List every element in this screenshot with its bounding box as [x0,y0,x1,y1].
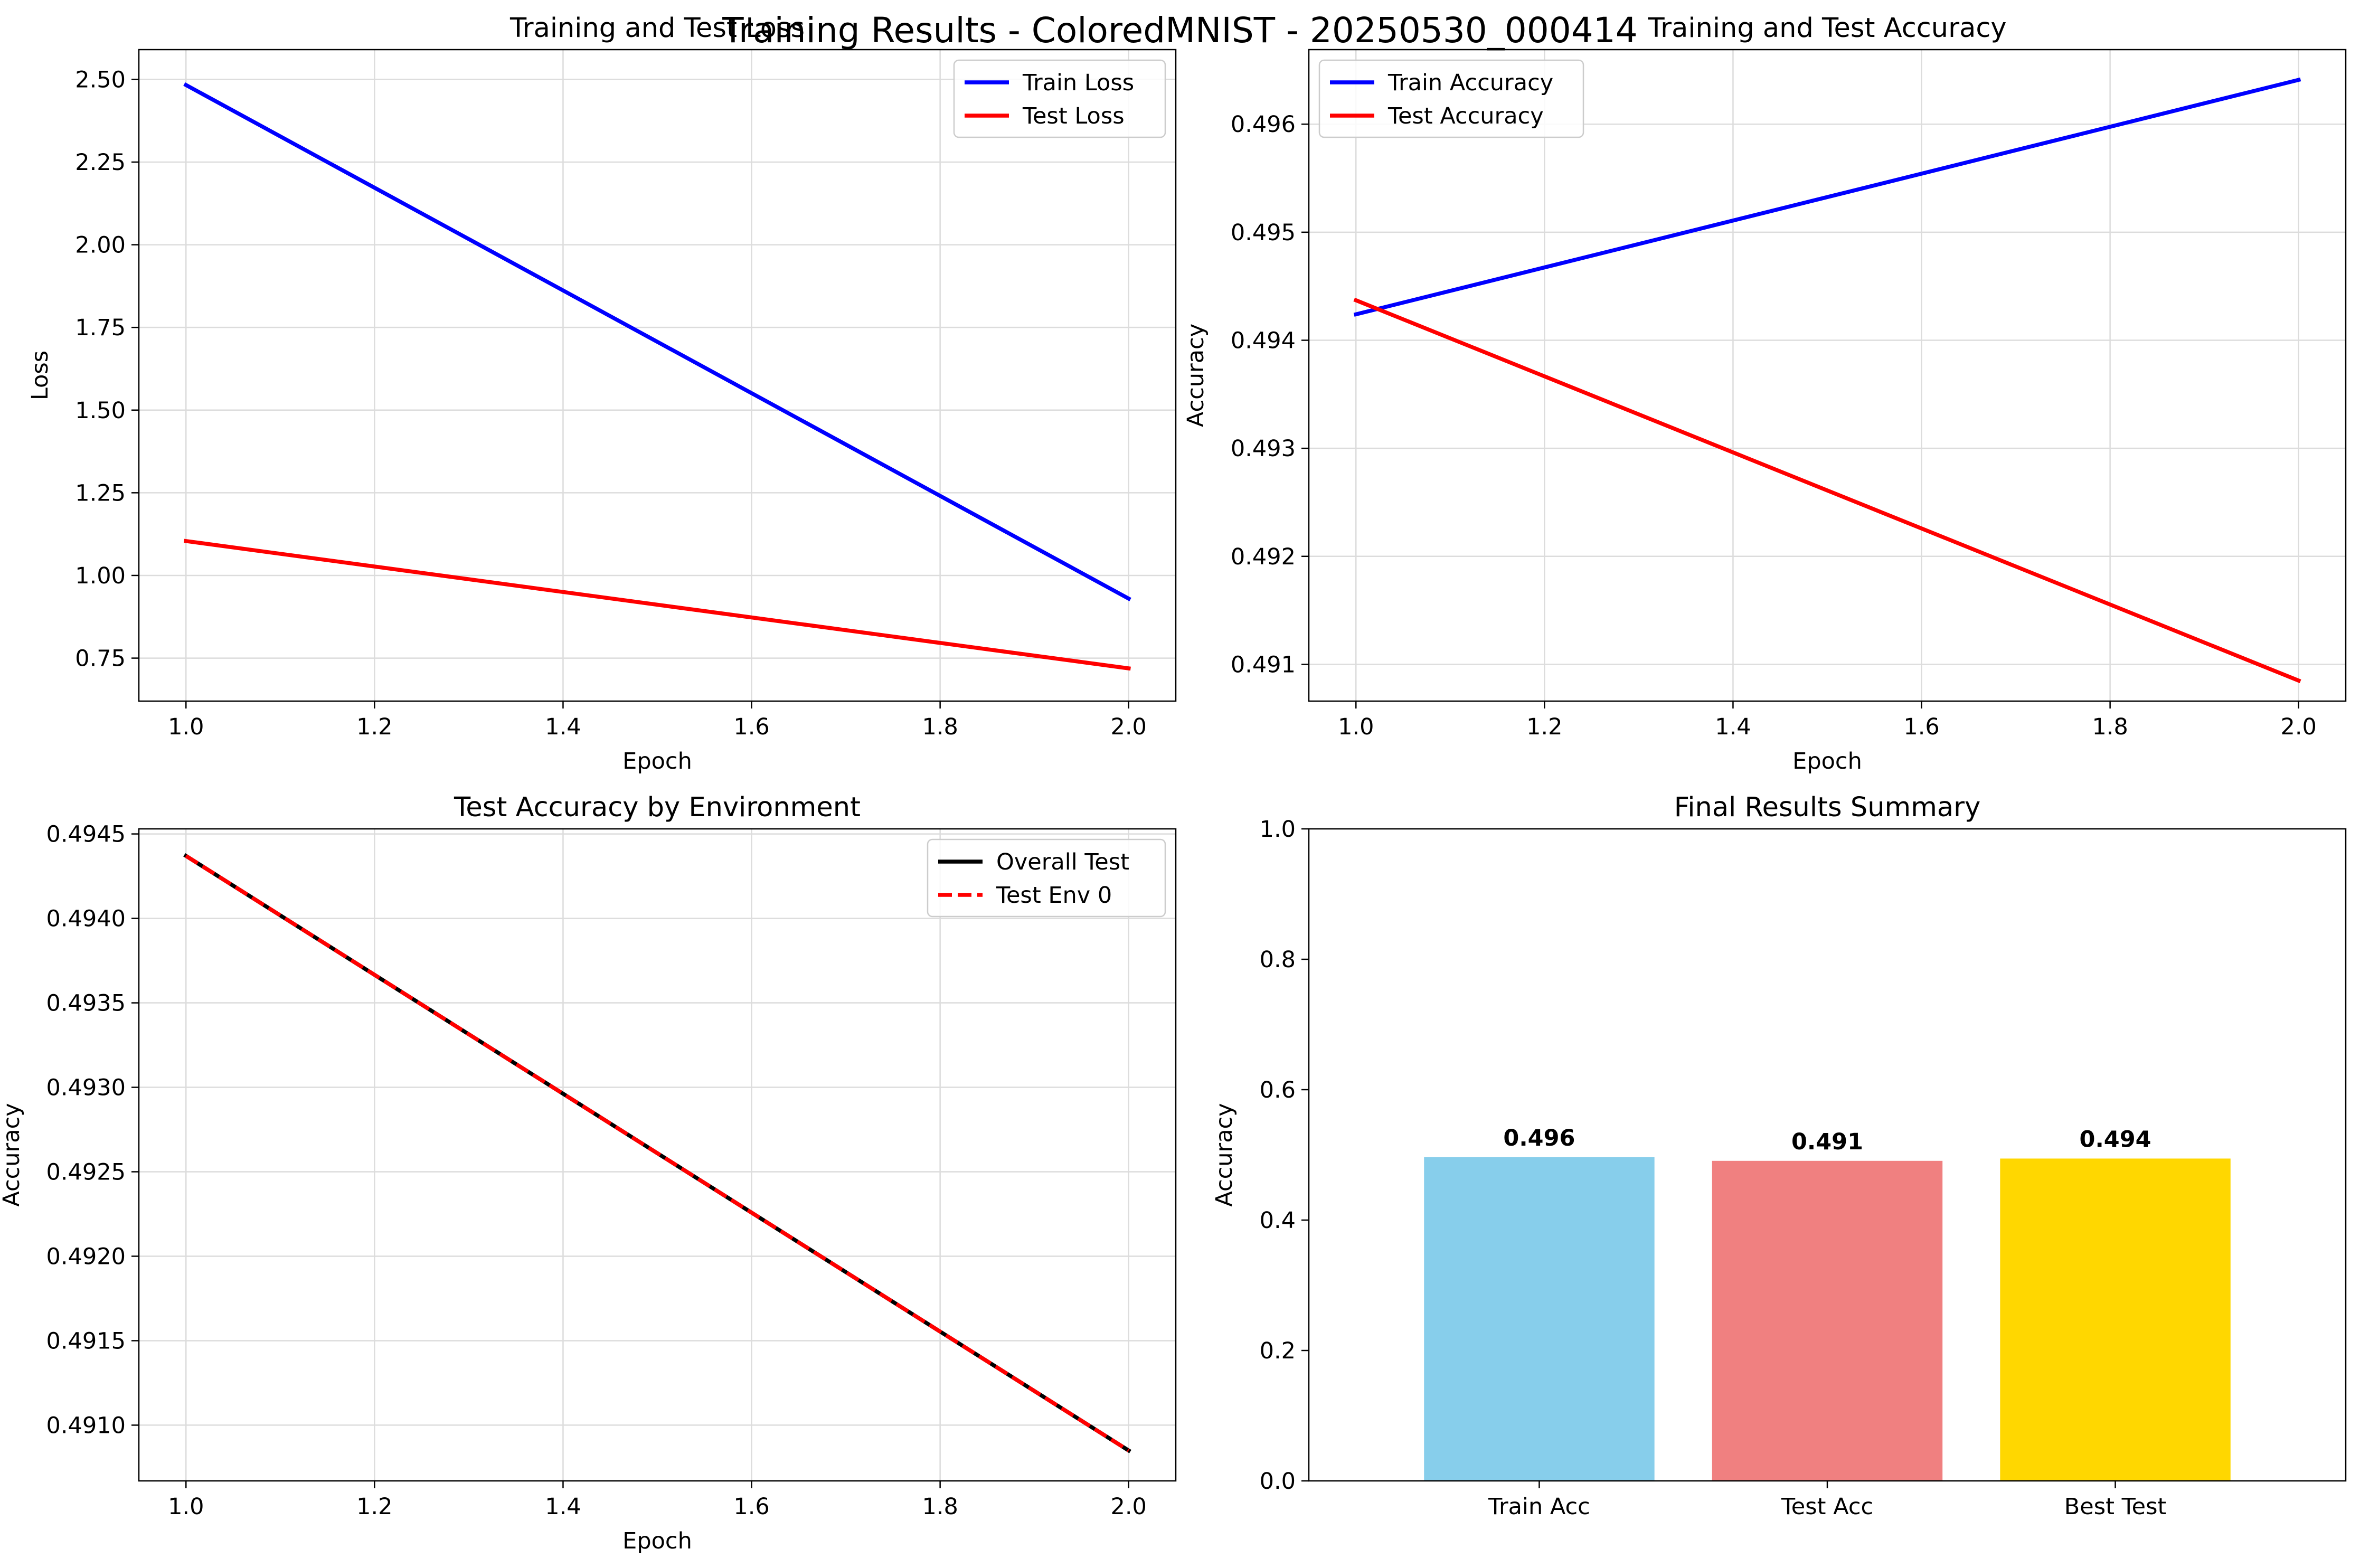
y-tick-label: 1.25 [75,480,126,506]
x-tick-label: 1.0 [168,1494,204,1520]
bar-3 [2000,1158,2231,1481]
grid-lines [139,829,1176,1481]
x-tick-label: 1.8 [922,1494,958,1520]
x-tick-label: 2.0 [1111,714,1147,740]
y-axis-label: Accuracy [1183,324,1209,427]
subplot-title: Final Results Summary [1674,792,1981,823]
y-tick-label: 0.4915 [46,1328,126,1354]
legend-box [927,838,1166,918]
y-tick-label: 0.8 [1260,947,1296,973]
x-tick-label: 1.6 [1903,714,1939,740]
series-line-2 [184,539,1131,671]
legend: Train Loss Test Loss [953,59,1166,138]
y-tick-label: 0.493 [1231,436,1296,462]
y-tick-label: 0.6 [1260,1077,1296,1103]
x-tick-label: 1.2 [356,1494,392,1520]
bar-value-label: 0.491 [1791,1129,1863,1155]
y-tick-label: 2.50 [75,67,126,93]
figure-suptitle: Training Results - ColoredMNIST - 202505… [722,10,1638,51]
x-tick-label: 1.2 [356,714,392,740]
y-tick-label: 0.4925 [46,1159,126,1185]
x-tick-label: 1.8 [2092,714,2128,740]
grid-lines [1309,50,2346,701]
x-tick-label: Train Acc [1488,1494,1590,1520]
y-tick-label: 0.4 [1260,1207,1296,1234]
y-tick-label: 1.00 [75,563,126,589]
subplot-1: 1.0 1.2 1.4 1.6 1.8 2.0 0.75 1.00 1.25 1.50 1.75 2.… [27,13,1177,774]
y-tick-label: 2.25 [75,149,126,176]
legend-label: Test Env 0 [996,882,1112,909]
bar-value-label: 0.496 [1503,1125,1575,1151]
y-axis-label: Accuracy [0,1103,25,1206]
legend-label: Overall Test [996,849,1129,875]
series-line-2 [185,854,1130,1452]
bar-value-label: 0.494 [2080,1126,2151,1153]
x-tick-label: Best Test [2064,1494,2167,1520]
x-tick-label: 2.0 [1111,1494,1147,1520]
legend-box [953,59,1166,138]
x-tick-label: 1.4 [545,714,581,740]
legend-label: Test Accuracy [1387,103,1544,129]
legend: Train Accuracy Test Accuracy [1318,59,1584,138]
y-tick-label: 1.75 [75,315,126,341]
subplot-title: Training and Test Loss [509,13,805,44]
x-tick-label: 1.6 [733,714,769,740]
y-tick-label: 0.494 [1231,327,1296,354]
y-tick-label: 0.4945 [46,821,126,848]
bar-2 [1712,1160,1943,1481]
subplot-title: Test Accuracy by Environment [454,792,861,823]
y-tick-label: 0.4940 [46,906,126,932]
y-tick-label: 0.2 [1260,1338,1296,1364]
series-line-2 [1353,297,2301,683]
x-axis-label: Epoch [1792,748,1862,774]
x-axis-label: Epoch [622,1528,692,1554]
legend-label: Test Loss [1022,103,1125,129]
legend-label: Train Loss [1022,70,1134,96]
y-tick-label: 0.4935 [46,990,126,1017]
y-tick-label: 0.75 [75,646,126,672]
y-tick-label: 0.495 [1231,220,1296,246]
axes-frame [1308,828,2347,1482]
x-axis-label: Epoch [622,748,692,774]
y-tick-label: 2.00 [75,232,126,259]
bar-1 [1424,1157,1655,1481]
axes-frame [138,49,1177,702]
x-tick-label: 1.0 [1338,714,1374,740]
legend-box [1318,59,1584,138]
legend-label: Train Accuracy [1387,70,1553,96]
series-line-1 [183,82,1131,601]
y-tick-label: 0.0 [1260,1468,1296,1495]
axes-frame [138,828,1177,1482]
y-axis-label: Loss [27,351,53,400]
x-tick-label: 1.6 [733,1494,769,1520]
y-tick-label: 0.492 [1231,544,1296,570]
y-tick-label: 0.496 [1231,111,1296,138]
series-line-1 [1353,77,2301,317]
x-tick-label: Test Acc [1781,1494,1873,1520]
y-tick-label: 0.491 [1231,651,1296,678]
x-tick-label: 1.2 [1526,714,1562,740]
x-tick-label: 1.8 [922,714,958,740]
y-tick-label: 1.50 [75,398,126,424]
subplot-2: 1.0 1.2 1.4 1.6 1.8 2.0 0.491 0.492 0.493 0.494 0.… [1183,13,2347,774]
subplot-4: 0.496 Train Acc 0.491 Test Acc 0.494 Best Tes… [1211,792,2347,1520]
axes-frame [1308,49,2347,702]
y-tick-label: 0.4930 [46,1075,126,1101]
subplot-title: Training and Test Accuracy [1647,13,2006,44]
legend: Overall Test Test Env 0 [927,838,1166,918]
x-tick-label: 1.4 [545,1494,581,1520]
y-tick-label: 0.4920 [46,1243,126,1270]
x-tick-label: 1.0 [168,714,204,740]
y-axis-label: Accuracy [1211,1103,1238,1206]
y-tick-label: 0.4910 [46,1412,126,1439]
x-tick-label: 1.4 [1715,714,1751,740]
y-tick-label: 1.0 [1260,816,1296,843]
x-tick-label: 2.0 [2281,714,2317,740]
subplot-3: 1.0 1.2 1.4 1.6 1.8 2.0 0.4910 0.4915 0.4920 0.49… [0,792,1177,1554]
